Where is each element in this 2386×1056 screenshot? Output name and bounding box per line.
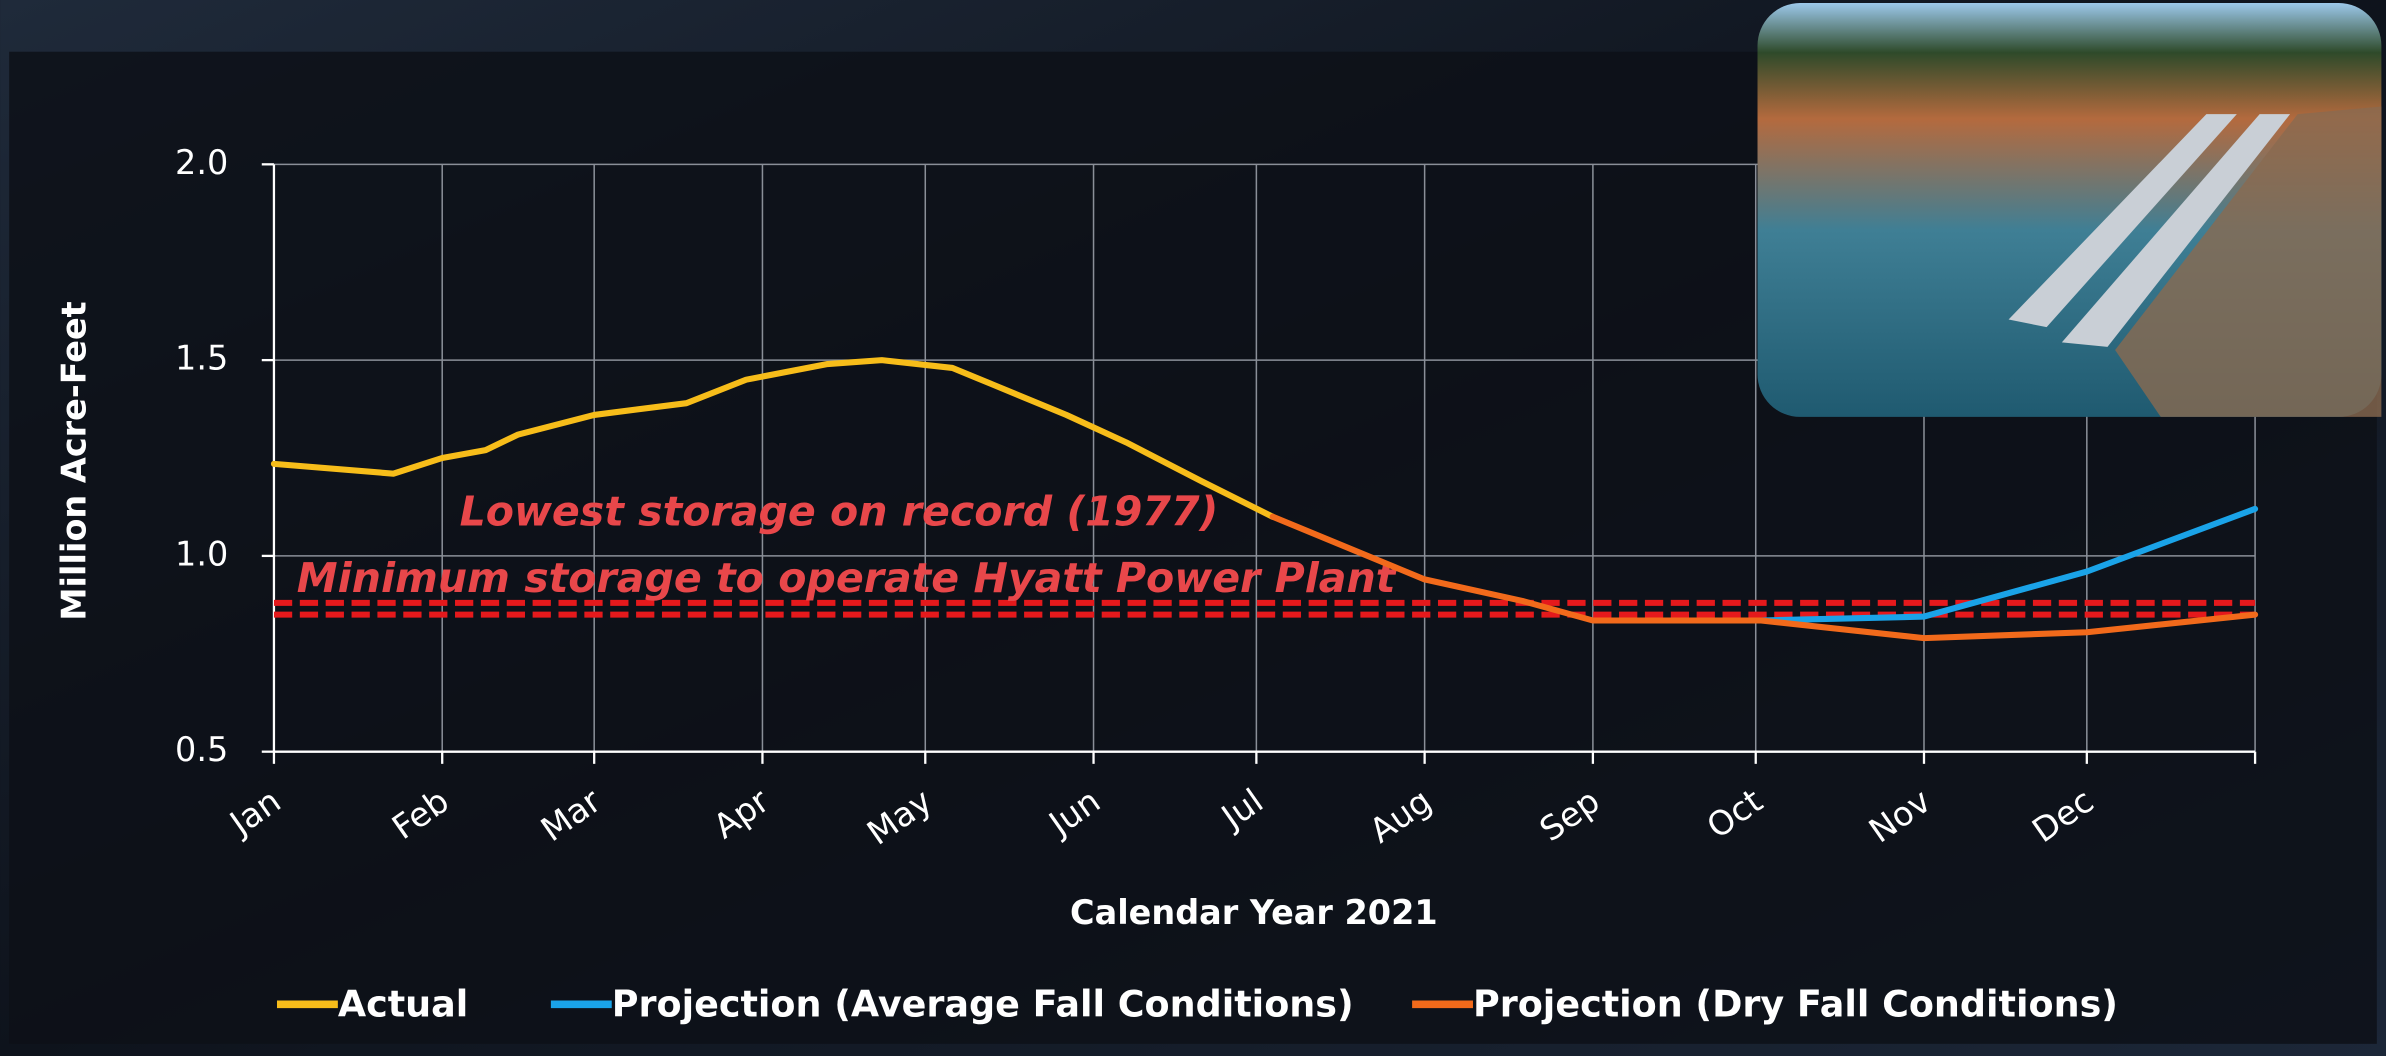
y-tick-label: 0.5 <box>175 730 228 769</box>
y-tick-label: 1.0 <box>175 534 228 573</box>
x-axis-title: Calendar Year 2021 <box>1070 893 1438 932</box>
chart: 0.51.01.52.0JanFebMarAprMayJunJulAugSepO… <box>0 0 2386 1056</box>
reference-label: Lowest storage on record (1977) <box>460 487 1219 535</box>
reference-label: Minimum storage to operate Hyatt Power P… <box>297 554 1397 602</box>
y-tick-label: 1.5 <box>175 339 228 378</box>
legend-label: Projection (Dry Fall Conditions) <box>1473 982 2118 1025</box>
photo <box>1758 3 2382 417</box>
legend-label: Projection (Average Fall Conditions) <box>612 982 1354 1025</box>
legend-label: Actual <box>338 982 468 1025</box>
y-axis-title: Million Acre-Feet <box>55 301 94 620</box>
page: {"chart_data": {"type": "line", "y_label… <box>0 0 2386 1056</box>
y-tick-label: 2.0 <box>175 143 228 182</box>
